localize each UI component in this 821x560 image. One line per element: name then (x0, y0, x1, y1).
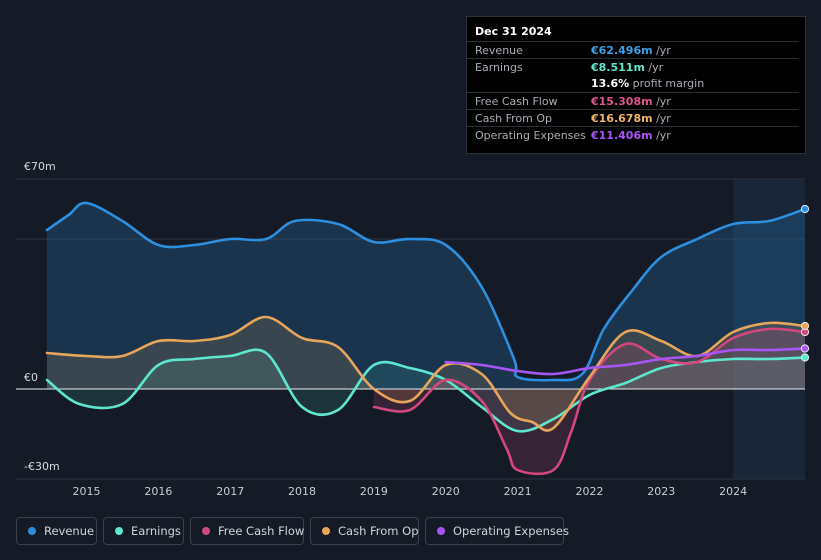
legend-label: Revenue (44, 524, 95, 538)
tooltip-label: Free Cash Flow (475, 95, 558, 108)
series-end-marker-operating-expenses (800, 344, 810, 353)
y-tick-label-bottom: -€30m (24, 460, 60, 473)
series-line-cash-from-op (45, 315, 807, 432)
legend-dot-icon (322, 527, 330, 535)
series-areas (47, 202, 805, 474)
x-axis-ticks: 2015 2016 2017 2018 2019 2020 2021 2022 2023 2024 (73, 485, 748, 498)
series-area-cash-from-op (47, 316, 805, 431)
x-tick-label-2024: 2024 (719, 485, 747, 498)
legend-label: Cash From Op (338, 524, 419, 538)
tooltip-label: Earnings (475, 61, 523, 74)
y-tick-label-top: €70m (24, 160, 56, 173)
legend-item-free-cash-flow[interactable]: Free Cash Flow (190, 517, 304, 545)
series-area-revenue (47, 202, 805, 389)
x-tick-label-2020: 2020 (432, 485, 460, 498)
tooltip-value-opex: €11.406m /yr (591, 129, 671, 142)
data-tooltip: Dec 31 2024 Revenue €62.496m /yr Earning… (466, 16, 806, 154)
legend-label: Earnings (131, 524, 181, 538)
x-tick-label-2018: 2018 (288, 485, 316, 498)
legend-item-earnings[interactable]: Earnings (103, 517, 184, 545)
x-tick-label-2016: 2016 (144, 485, 172, 498)
x-tick-label-2019: 2019 (360, 485, 388, 498)
series-line-operating-expenses (444, 347, 807, 376)
tooltip-value-cfo: €16.678m /yr (591, 112, 671, 125)
tooltip-value-margin: 13.6% profit margin (591, 77, 705, 90)
tooltip-value-earnings: €8.511m /yr (591, 61, 664, 74)
x-tick-label-2017: 2017 (216, 485, 244, 498)
tooltip-row-fcf: Free Cash Flow €15.308m /yr (467, 92, 799, 110)
legend-label: Operating Expenses (453, 524, 569, 538)
series-end-marker-cash-from-op (800, 321, 810, 331)
series-end-marker-revenue (800, 204, 810, 214)
tooltip-row-opex: Operating Expenses €11.406m /yr (467, 126, 799, 144)
series-end-markers (800, 204, 810, 362)
tooltip-row-earnings: Earnings €8.511m /yr (467, 58, 799, 76)
y-tick-label-zero: €0 (24, 371, 38, 384)
series-end-marker-earnings (800, 353, 810, 362)
series-area-free-cash-flow (373, 328, 805, 474)
legend-item-operating-expenses[interactable]: Operating Expenses (425, 517, 569, 545)
tooltip-row-margin: 13.6% profit margin (467, 75, 799, 92)
tooltip-date: Dec 31 2024 (475, 25, 552, 38)
x-tick-label-2022: 2022 (575, 485, 603, 498)
tooltip-label: Operating Expenses (475, 129, 586, 142)
tooltip-label: Revenue (475, 44, 523, 57)
series-line-revenue (45, 201, 807, 382)
tooltip-value-fcf: €15.308m /yr (591, 95, 671, 108)
series-lines (45, 201, 807, 476)
series-area-earnings (47, 349, 805, 432)
tooltip-row-revenue: Revenue €62.496m /yr (467, 41, 799, 59)
legend-item-revenue[interactable]: Revenue (16, 517, 97, 545)
x-tick-label-2015: 2015 (73, 485, 101, 498)
x-tick-label-2023: 2023 (647, 485, 675, 498)
chart-area: €70m €0 -€30m 2015 2016 2017 2018 2019 2020 20… (16, 160, 810, 498)
tooltip-value-revenue: €62.496m /yr (591, 44, 671, 57)
tooltip-row-cfo: Cash From Op €16.678m /yr (467, 109, 799, 127)
legend-dot-icon (202, 527, 210, 535)
tooltip-label: Cash From Op (475, 112, 553, 125)
legend-dot-icon (437, 527, 445, 535)
legend-item-cash-from-op[interactable]: Cash From Op (310, 517, 419, 545)
x-tick-label-2021: 2021 (504, 485, 532, 498)
legend-dot-icon (115, 527, 123, 535)
legend-dot-icon (28, 527, 36, 535)
series-line-earnings (45, 348, 807, 433)
series-line-free-cash-flow (372, 327, 807, 476)
legend-label: Free Cash Flow (218, 524, 305, 538)
